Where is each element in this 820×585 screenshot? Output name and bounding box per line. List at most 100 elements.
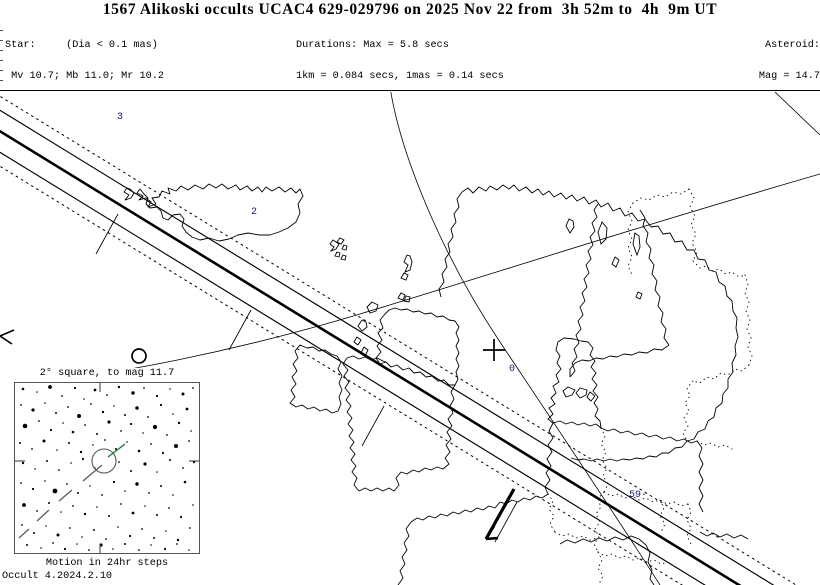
map-canvas[interactable]: [0, 92, 820, 585]
path-time-ticks: [95, 213, 518, 543]
graticule-corner: [774, 92, 820, 136]
header-divider: [0, 90, 820, 92]
star-line-1: Mv 10.7; Mb 11.0; Mr 10.2: [5, 70, 164, 82]
star-field-box[interactable]: [14, 382, 200, 554]
eastern-europe-edge: [696, 440, 704, 513]
outer-hebrides: [366, 301, 379, 314]
england-south-coast: [358, 471, 402, 492]
border-belgium-france: [547, 493, 556, 533]
baltic-islet: [611, 256, 620, 268]
coastline-south: [559, 531, 749, 585]
border-baltic-north: [692, 260, 746, 278]
scotland-outline: [375, 307, 460, 386]
uncertainty-south: [0, 165, 683, 585]
border-belarus-south: [692, 364, 750, 384]
row-tick-4: [0, 60, 3, 61]
border-ukraine-west: [682, 380, 694, 442]
bothnia-east-coast: [639, 209, 670, 346]
france-atlantic-coast: [397, 521, 412, 585]
station-circle-marker[interactable]: [131, 348, 147, 364]
border-alpine-south: [597, 551, 669, 565]
arrow-head: [484, 525, 499, 541]
tick-0: [494, 501, 518, 543]
path-time-label-2: 2: [251, 207, 258, 218]
england-east-coast: [400, 384, 456, 475]
border-central-europe-south: [603, 491, 689, 507]
wales-west-coast: [342, 357, 360, 492]
asteroid-line-0: Asteroid:: [764, 39, 820, 51]
bornholm-outline: [635, 291, 643, 300]
header-columns: Star: (Dia < 0.1 mas) Mv 10.7; Mb 11.0; …: [0, 20, 820, 237]
tick-1: [361, 405, 385, 447]
shetland-outline: [403, 254, 413, 273]
border-germany-czech: [593, 491, 605, 553]
asteroid-line-1: Mag = 14.7: [758, 70, 820, 82]
uncertainty-limits: [0, 95, 797, 585]
path-limit-north: [0, 109, 775, 585]
border-belarus-east: [744, 274, 753, 366]
iceland-outline: [136, 183, 304, 242]
lofoten-islet: [565, 218, 575, 234]
jutland-outline: [547, 337, 602, 429]
adriatic-west: [638, 538, 655, 585]
balkan-coast: [699, 531, 749, 540]
german-north-coast: [600, 427, 698, 444]
chart-edge-ticks: [15, 383, 199, 553]
zealand-outline: [575, 387, 588, 399]
coastline-shetland-orkney: [397, 254, 413, 303]
orkney-north: [400, 272, 409, 281]
star-line-0: Star: (Dia < 0.1 mas): [5, 39, 158, 51]
program-version-footer: Occult 4.2024.2.10: [2, 571, 113, 582]
coastline-faroes: [329, 237, 348, 261]
asteroid-motion-track: [18, 464, 103, 539]
tick-3: [95, 213, 119, 255]
path-center-line: [0, 129, 742, 585]
orkney-south: [403, 295, 411, 303]
coastline-iceland: [123, 183, 304, 242]
path-time-label-3: 3: [117, 112, 124, 123]
iceland-nw-peninsula: [123, 187, 135, 201]
row-tick-2: [0, 40, 3, 41]
oland-outline: [632, 232, 641, 257]
star-field-canvas[interactable]: [15, 383, 199, 553]
row-tick-5: [0, 70, 3, 71]
path-limits: [0, 109, 775, 585]
norway-north-inland: [438, 191, 463, 298]
target-star-circle[interactable]: [91, 448, 117, 474]
danish-island: [586, 391, 596, 402]
plus-cross-marker[interactable]: [483, 339, 505, 361]
centre-line: [0, 129, 742, 585]
arrow-west-upper: [0, 329, 15, 345]
coastline-scandinavia: [438, 184, 739, 462]
funen-outline: [562, 386, 576, 398]
header-panel: 1567 Alikoski occults UCAC4 629-029796 o…: [0, 0, 820, 237]
border-france-switzerland: [554, 531, 598, 541]
mediterranean-north-shore: [559, 535, 640, 545]
inner-hebrides: [353, 336, 362, 346]
border-north-lapland: [632, 188, 690, 204]
border-italy-austria: [597, 551, 604, 585]
border-finland-russia: [688, 188, 698, 262]
path-time-label-59: 59-: [629, 490, 648, 501]
border-romania-east: [686, 503, 692, 545]
skye-outline: [357, 319, 368, 332]
netherlands-belgium-coast: [544, 422, 554, 495]
ireland-outline: [289, 344, 343, 414]
inset-caption: Motion in 24hr steps: [45, 558, 169, 569]
inset-title: 2° square, to mag 11.7: [39, 368, 175, 379]
coastline-baltic-islands: [565, 218, 643, 300]
star-chart-inset[interactable]: 2° square, to mag 11.7: [0, 368, 214, 585]
uncertainty-north: [0, 95, 797, 585]
political-borders: [547, 188, 753, 585]
path-limit-south: [0, 151, 706, 585]
row-tick-6: [0, 80, 3, 81]
event-line-1: 1km = 0.084 secs, 1mas = 0.14 secs: [296, 70, 504, 82]
coastline-denmark-germany: [499, 337, 698, 505]
page-title: 1567 Alikoski occults UCAC4 629-029796 o…: [102, 1, 718, 18]
event-line-0: Durations: Max = 5.8 secs: [296, 39, 449, 51]
row-tick-3: [0, 50, 3, 51]
tick-2: [228, 309, 252, 351]
shadow-motion-arrow: [484, 488, 516, 541]
orkney-outline: [397, 292, 406, 301]
